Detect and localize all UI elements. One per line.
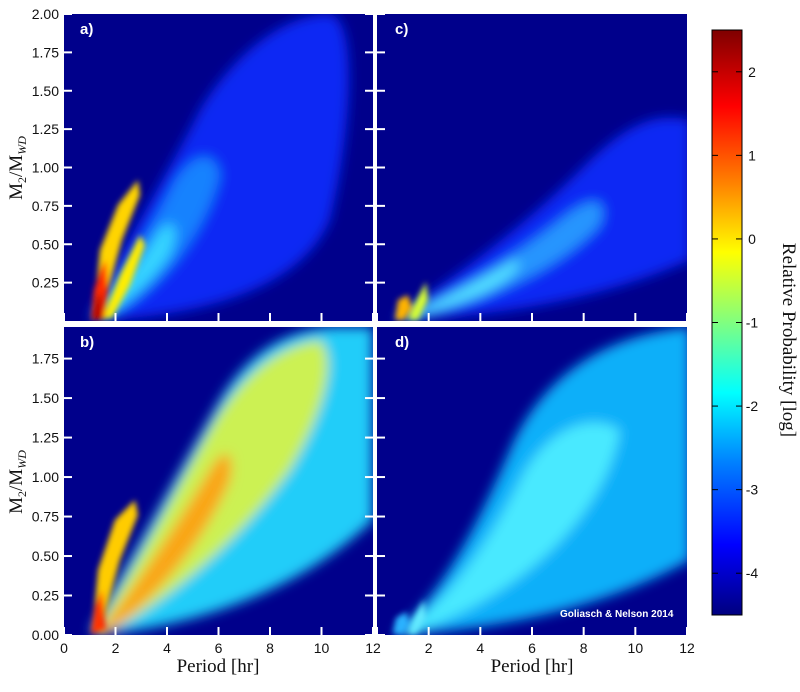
colorbar-tick-label: 0	[748, 231, 756, 247]
panel-label-a: a)	[80, 21, 93, 38]
credit-text: Goliasch & Nelson 2014	[560, 609, 674, 620]
panel-label-b: b)	[80, 334, 94, 351]
x-axis-title-right: Period [hr]	[491, 656, 574, 677]
colorbar-tick-label: -3	[746, 482, 759, 498]
x-tick-label: 12	[365, 640, 381, 656]
panel-a-spike-tip	[92, 292, 102, 320]
x-tick-label: 6	[528, 640, 536, 656]
panel-d-spike-1	[393, 612, 410, 634]
y-tick-label: 1.75	[32, 351, 59, 367]
panel-a-spike-2	[103, 235, 145, 318]
y-tick-label: 0.75	[32, 198, 59, 214]
y-tick-label: 0.25	[32, 588, 59, 604]
y-axis-title-top: M2/MWD	[6, 136, 29, 200]
panel-c	[377, 14, 687, 321]
panel-d	[377, 327, 687, 635]
x-tick-label: 4	[163, 640, 171, 656]
y-tick-label: 0.50	[32, 548, 59, 564]
x-tick-label: 4	[476, 640, 484, 656]
panel-b-plume-orange	[100, 453, 232, 634]
panel-b-spike-core	[91, 590, 106, 634]
x-tick-label: 8	[580, 640, 588, 656]
panel-d-spike-2	[408, 600, 426, 634]
colorbar-tick-label: -2	[746, 398, 759, 414]
y-tick-label: 1.00	[32, 160, 59, 176]
x-tick-label: 2	[112, 640, 120, 656]
y-axis-title-bottom: M2/MWD	[6, 450, 29, 514]
panel-label-c: c)	[395, 21, 408, 38]
y-tick-label: 1.50	[32, 390, 59, 406]
colorbar-ticks: 2 1 0 -1 -2 -3 -4	[712, 64, 758, 581]
colorbar-tick-label: 1	[748, 147, 756, 163]
axis-ticks: 0 2 4 6 8 10 12 2 4 6 8 10 12 0.25 0.50 0.75 1.00 1.25 1.5…	[32, 6, 695, 656]
panel-c-spike-1	[395, 295, 412, 320]
x-axis-title-left: Period [hr]	[177, 656, 260, 677]
x-tick-label: 12	[679, 640, 695, 656]
panel-d-plume-core	[400, 422, 620, 634]
y-tick-label: 2.00	[32, 6, 59, 22]
y-tick-label: 0.75	[32, 509, 59, 525]
y-tick-label: 1.75	[32, 44, 59, 60]
y-tick-label: 1.25	[32, 430, 59, 446]
y-tick-label: 0.00	[32, 627, 59, 643]
panel-c-plume-inner	[400, 260, 519, 320]
y-tick-label: 0.25	[32, 275, 59, 291]
x-tick-label: 10	[314, 640, 330, 656]
colorbar-tick-label: -4	[746, 565, 759, 581]
x-tick-label: 2	[425, 640, 433, 656]
y-tick-label: 1.25	[32, 121, 59, 137]
panel-c-plume	[395, 117, 687, 320]
y-tick-label: 1.00	[32, 469, 59, 485]
panel-c-spike-2	[408, 282, 428, 320]
colorbar-tick-label: -1	[746, 315, 759, 331]
x-tick-label: 8	[266, 640, 274, 656]
panel-c-plume-core	[398, 201, 603, 320]
panel-a	[64, 14, 373, 321]
y-tick-label: 0.50	[32, 236, 59, 252]
x-tick-label: 0	[60, 640, 68, 656]
y-tick-label: 1.50	[32, 83, 59, 99]
panel-b-spike-1	[92, 500, 138, 632]
panel-label-d: d)	[395, 334, 409, 351]
colorbar-tick-label: 2	[748, 64, 756, 80]
x-tick-label: 6	[215, 640, 223, 656]
panel-b	[64, 327, 373, 635]
colorbar-label: Relative Probability [log]	[778, 243, 799, 437]
x-tick-label: 10	[628, 640, 644, 656]
